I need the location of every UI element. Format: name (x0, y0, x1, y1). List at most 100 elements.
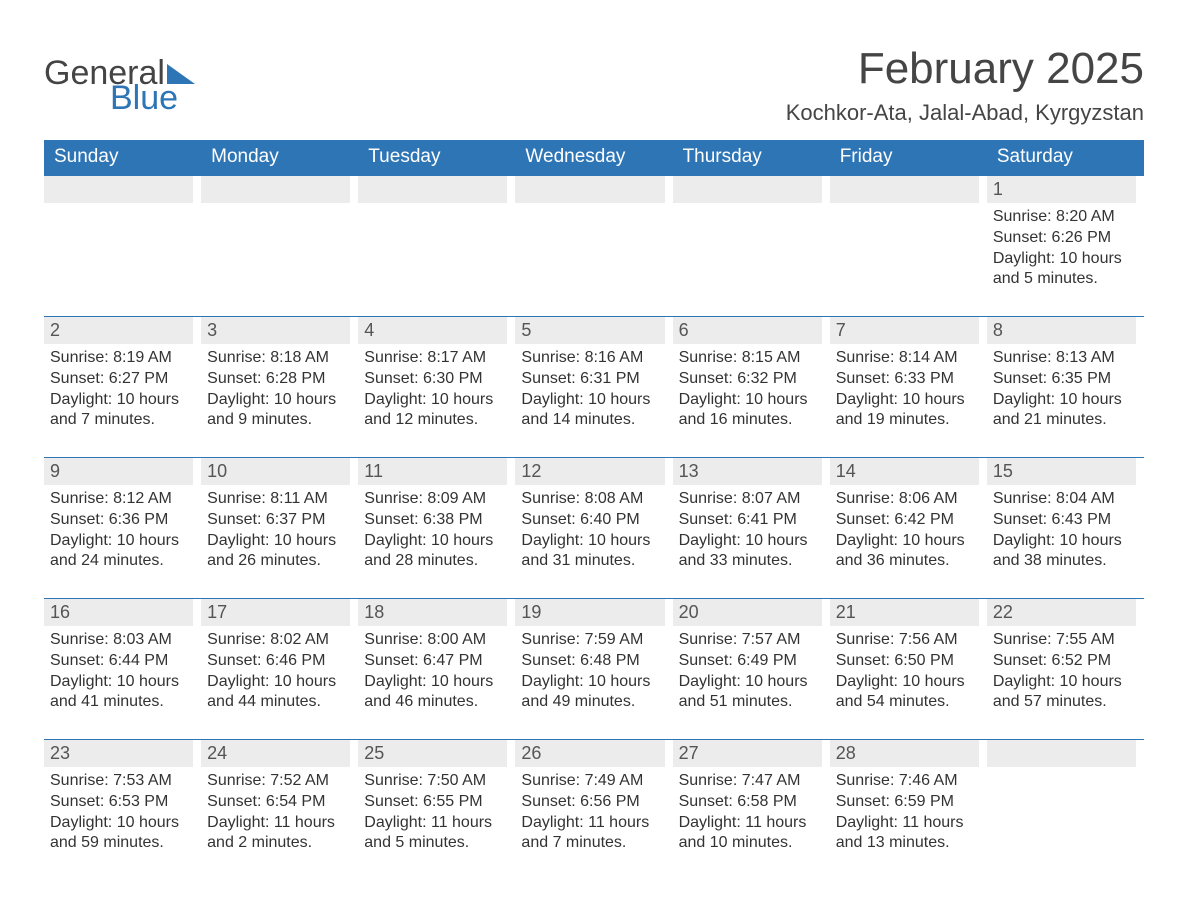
calendar-week: 16Sunrise: 8:03 AMSunset: 6:44 PMDayligh… (44, 598, 1144, 717)
sunset-line: Sunset: 6:55 PM (364, 792, 507, 813)
calendar-day: 13Sunrise: 8:07 AMSunset: 6:41 PMDayligh… (673, 458, 830, 576)
weekday-header: Friday (830, 140, 987, 175)
sunset-line: Sunset: 6:56 PM (521, 792, 664, 813)
sunset-line: Sunset: 6:44 PM (50, 651, 193, 672)
day-number: 10 (201, 458, 350, 485)
sunset-line: Sunset: 6:52 PM (993, 651, 1136, 672)
day-number: 15 (987, 458, 1136, 485)
daylight-line: Daylight: 10 hours and 36 minutes. (836, 531, 979, 573)
sunrise-line: Sunrise: 8:00 AM (364, 630, 507, 651)
day-body: Sunrise: 7:55 AMSunset: 6:52 PMDaylight:… (987, 626, 1136, 713)
day-number-bar (673, 176, 822, 203)
sunrise-line: Sunrise: 8:03 AM (50, 630, 193, 651)
sunset-line: Sunset: 6:31 PM (521, 369, 664, 390)
day-number-bar (830, 176, 979, 203)
sunrise-line: Sunrise: 7:56 AM (836, 630, 979, 651)
day-number: 1 (987, 176, 1136, 203)
day-number: 23 (44, 740, 193, 767)
daylight-line: Daylight: 10 hours and 21 minutes. (993, 390, 1136, 432)
day-number: 3 (201, 317, 350, 344)
sunset-line: Sunset: 6:38 PM (364, 510, 507, 531)
daylight-line: Daylight: 10 hours and 54 minutes. (836, 672, 979, 714)
daylight-line: Daylight: 11 hours and 13 minutes. (836, 813, 979, 855)
day-number (358, 176, 507, 203)
calendar-day: 20Sunrise: 7:57 AMSunset: 6:49 PMDayligh… (673, 599, 830, 717)
daylight-line: Daylight: 10 hours and 14 minutes. (521, 390, 664, 432)
calendar-day (201, 176, 358, 294)
day-body: Sunrise: 7:49 AMSunset: 6:56 PMDaylight:… (515, 767, 664, 854)
day-number: 25 (358, 740, 507, 767)
sunset-line: Sunset: 6:28 PM (207, 369, 350, 390)
calendar-day: 18Sunrise: 8:00 AMSunset: 6:47 PMDayligh… (358, 599, 515, 717)
day-body: Sunrise: 7:53 AMSunset: 6:53 PMDaylight:… (44, 767, 193, 854)
day-number (987, 740, 1136, 767)
calendar-day (987, 740, 1144, 858)
day-number: 13 (673, 458, 822, 485)
sunrise-line: Sunrise: 7:46 AM (836, 771, 979, 792)
calendar-week: 2Sunrise: 8:19 AMSunset: 6:27 PMDaylight… (44, 316, 1144, 435)
day-number: 22 (987, 599, 1136, 626)
day-number: 5 (515, 317, 664, 344)
daylight-line: Daylight: 10 hours and 5 minutes. (993, 249, 1136, 291)
day-number (515, 176, 664, 203)
day-number-bar: 21 (830, 599, 979, 626)
day-number: 18 (358, 599, 507, 626)
day-body: Sunrise: 7:47 AMSunset: 6:58 PMDaylight:… (673, 767, 822, 854)
day-number-bar: 22 (987, 599, 1136, 626)
sunrise-line: Sunrise: 8:14 AM (836, 348, 979, 369)
sunset-line: Sunset: 6:54 PM (207, 792, 350, 813)
day-body: Sunrise: 8:00 AMSunset: 6:47 PMDaylight:… (358, 626, 507, 713)
sunrise-line: Sunrise: 8:12 AM (50, 489, 193, 510)
day-number-bar: 25 (358, 740, 507, 767)
day-number-bar: 24 (201, 740, 350, 767)
sunset-line: Sunset: 6:41 PM (679, 510, 822, 531)
sunrise-line: Sunrise: 8:19 AM (50, 348, 193, 369)
calendar-day: 21Sunrise: 7:56 AMSunset: 6:50 PMDayligh… (830, 599, 987, 717)
daylight-line: Daylight: 10 hours and 38 minutes. (993, 531, 1136, 573)
day-number: 4 (358, 317, 507, 344)
sunrise-line: Sunrise: 8:13 AM (993, 348, 1136, 369)
sunrise-line: Sunrise: 8:17 AM (364, 348, 507, 369)
calendar-day: 16 Sunrise: 8:03 AMSunset: 6:44 PMDayligh… (44, 599, 201, 717)
day-number-bar: 2 (44, 317, 193, 344)
calendar-day: 11Sunrise: 8:09 AMSunset: 6:38 PMDayligh… (358, 458, 515, 576)
day-number: 8 (987, 317, 1136, 344)
day-number (201, 176, 350, 203)
day-body: Sunrise: 8:19 AMSunset: 6:27 PMDaylight:… (44, 344, 193, 431)
day-body: Sunrise: 8:07 AMSunset: 6:41 PMDaylight:… (673, 485, 822, 572)
day-number: 19 (515, 599, 664, 626)
sunrise-line: Sunrise: 7:59 AM (521, 630, 664, 651)
calendar-day: 12Sunrise: 8:08 AMSunset: 6:40 PMDayligh… (515, 458, 672, 576)
day-number: 28 (830, 740, 979, 767)
calendar-day: 6Sunrise: 8:15 AMSunset: 6:32 PMDaylight… (673, 317, 830, 435)
day-number: 2 (44, 317, 193, 344)
day-number-bar: 20 (673, 599, 822, 626)
day-body: Sunrise: 8:02 AMSunset: 6:46 PMDaylight:… (201, 626, 350, 713)
calendar-day: 15Sunrise: 8:04 AMSunset: 6:43 PMDayligh… (987, 458, 1144, 576)
day-body (201, 203, 350, 207)
day-number-bar: 7 (830, 317, 979, 344)
sunset-line: Sunset: 6:33 PM (836, 369, 979, 390)
daylight-line: Daylight: 10 hours and 16 minutes. (679, 390, 822, 432)
calendar-day: 9Sunrise: 8:12 AMSunset: 6:36 PMDaylight… (44, 458, 201, 576)
day-number-bar: 8 (987, 317, 1136, 344)
calendar-day: 24Sunrise: 7:52 AMSunset: 6:54 PMDayligh… (201, 740, 358, 858)
sunset-line: Sunset: 6:30 PM (364, 369, 507, 390)
weeks-container: 1Sunrise: 8:20 AMSunset: 6:26 PMDaylight… (44, 175, 1144, 858)
day-number-bar: 23 (44, 740, 193, 767)
sunrise-line: Sunrise: 7:53 AM (50, 771, 193, 792)
day-number: 24 (201, 740, 350, 767)
sunrise-line: Sunrise: 7:49 AM (521, 771, 664, 792)
calendar-day: 5Sunrise: 8:16 AMSunset: 6:31 PMDaylight… (515, 317, 672, 435)
day-body: Sunrise: 8:14 AMSunset: 6:33 PMDaylight:… (830, 344, 979, 431)
calendar-day: 22Sunrise: 7:55 AMSunset: 6:52 PMDayligh… (987, 599, 1144, 717)
day-number-bar: 4 (358, 317, 507, 344)
calendar-day: 4Sunrise: 8:17 AMSunset: 6:30 PMDaylight… (358, 317, 515, 435)
calendar-day (673, 176, 830, 294)
day-number-bar (201, 176, 350, 203)
day-number-bar: 16 (44, 599, 193, 626)
sunset-line: Sunset: 6:40 PM (521, 510, 664, 531)
daylight-line: Daylight: 10 hours and 41 minutes. (50, 672, 193, 714)
calendar-day: 1Sunrise: 8:20 AMSunset: 6:26 PMDaylight… (987, 176, 1144, 294)
day-body: Sunrise: 8:11 AMSunset: 6:37 PMDaylight:… (201, 485, 350, 572)
